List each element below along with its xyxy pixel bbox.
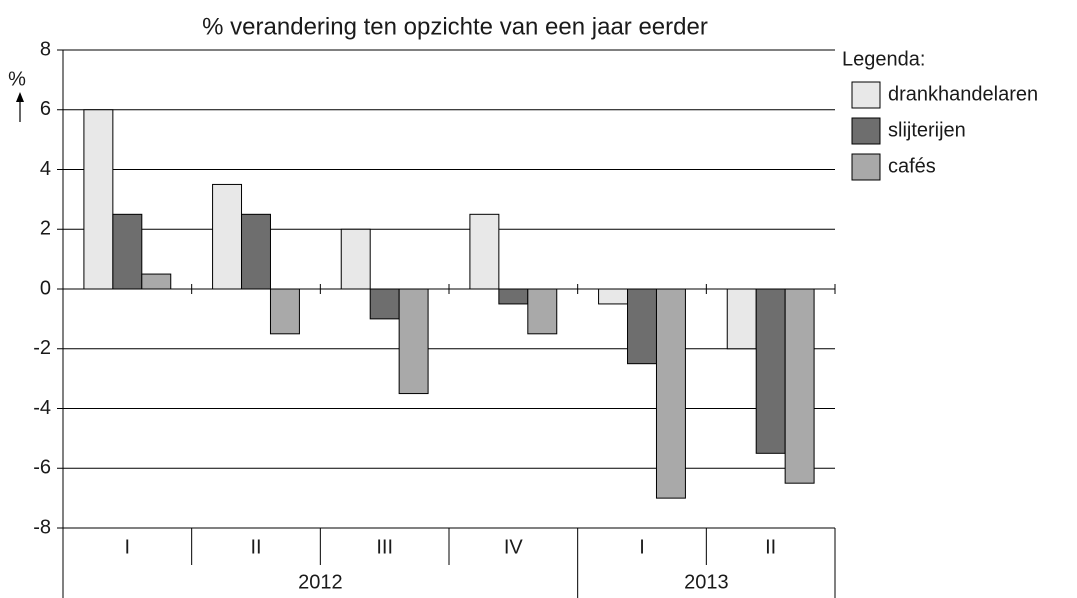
bar (269, 288, 300, 335)
y-tick-label: -2 (33, 337, 51, 359)
y-tick-label: 6 (40, 98, 51, 120)
bar (655, 288, 686, 499)
legend-swatch (851, 153, 881, 181)
x-tick-label: II (765, 536, 776, 558)
bar (527, 288, 558, 335)
bar (112, 213, 143, 290)
bar (726, 288, 757, 350)
bar (340, 228, 371, 290)
bar (141, 273, 172, 290)
x-tick-label: III (376, 536, 393, 558)
legend-label: cafés (888, 155, 936, 177)
y-tick-label: 8 (40, 38, 51, 60)
bar (398, 288, 429, 395)
bar (598, 288, 629, 305)
bar (83, 109, 114, 290)
chart-title: % verandering ten opzichte van een jaar … (202, 13, 708, 40)
y-tick-label: -4 (33, 397, 51, 419)
bar (212, 183, 243, 290)
x-tick-label: I (639, 536, 645, 558)
x-tick-label: II (250, 536, 261, 558)
bar (627, 288, 657, 365)
legend-swatch (851, 117, 881, 145)
bar (784, 288, 815, 484)
y-tick-label: 4 (40, 158, 51, 180)
y-tick-label: -6 (33, 457, 51, 479)
y-tick-label: -8 (33, 516, 51, 538)
x-tick-label: I (125, 536, 131, 558)
group-label: 2012 (298, 571, 343, 593)
bar (469, 213, 500, 290)
bar (755, 288, 786, 454)
y-axis-label: % (8, 68, 26, 90)
y-tick-label: 2 (40, 218, 51, 240)
legend-title: Legenda: (842, 48, 925, 70)
legend-label: slijterijen (888, 119, 966, 141)
bar (241, 213, 271, 290)
y-axis-arrowhead (16, 92, 24, 102)
x-tick-label: IV (504, 536, 524, 558)
legend-swatch (851, 81, 881, 109)
bar (498, 288, 529, 305)
legend-label: drankhandelaren (888, 83, 1038, 105)
y-tick-label: 0 (40, 277, 51, 299)
bar (369, 288, 400, 320)
group-label: 2013 (684, 571, 729, 593)
